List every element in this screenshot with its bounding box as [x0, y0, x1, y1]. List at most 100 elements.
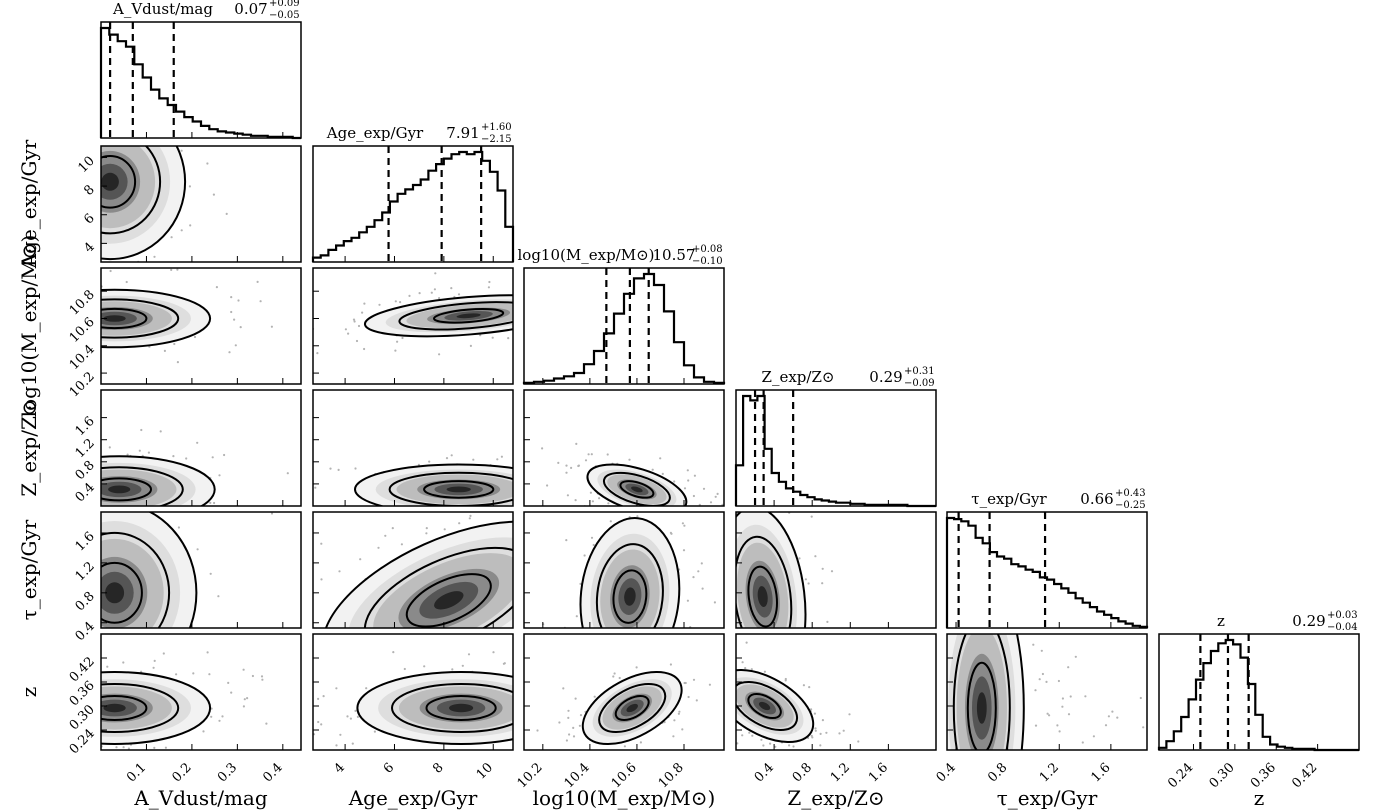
sample-point [356, 715, 359, 719]
sample-point [1046, 712, 1049, 715]
sample-point [230, 310, 233, 314]
sample-point [125, 280, 128, 284]
sample-point [396, 340, 399, 343]
x-tick-label: 0.4 [752, 760, 777, 785]
sample-point [239, 326, 242, 329]
sample-point [210, 715, 213, 718]
sample-point [731, 663, 733, 665]
sample-point [67, 529, 69, 531]
sample-point [653, 507, 655, 509]
sample-point [487, 286, 490, 289]
sample-point [521, 566, 523, 568]
sample-point [536, 729, 539, 732]
y-tick-label: 8 [81, 182, 97, 198]
sample-point [732, 685, 734, 687]
sample-point [593, 695, 596, 698]
y-tick-label: 1.2 [73, 559, 98, 584]
sample-point [469, 344, 472, 347]
y-tick-label: 1.6 [73, 414, 98, 439]
sample-point [42, 727, 44, 729]
sample-point [352, 318, 356, 321]
density-panel-age-mass [312, 267, 514, 385]
sample-point [140, 670, 143, 673]
hist-panel-mass: log10(M_exp/M⊙)10.57+0.08−0.10 [518, 244, 726, 385]
contour-99% [101, 561, 143, 624]
panel-median-av: 0.07 [234, 0, 267, 18]
sample-point [590, 761, 592, 763]
contour-86% [101, 683, 180, 733]
sample-point [821, 719, 825, 722]
sample-point [78, 96, 80, 98]
contour-99% [425, 695, 497, 721]
sample-point [1005, 776, 1007, 778]
y-tick-label: 1.2 [73, 436, 98, 461]
sample-point [425, 527, 428, 530]
sample-point [60, 135, 62, 137]
contour-86% [101, 298, 180, 339]
sample-point [106, 665, 109, 668]
contour-99% [405, 573, 492, 628]
panel-frame [523, 389, 725, 507]
sample-point [322, 778, 324, 780]
contour-39% [736, 668, 815, 744]
contour-99% [747, 692, 782, 720]
sample-point [686, 469, 689, 472]
sample-point [632, 508, 634, 510]
sample-point [354, 467, 357, 470]
sample-point [1040, 649, 1043, 652]
x-tick-label: 0.42 [1289, 760, 1320, 791]
sample-point [58, 434, 60, 436]
sample-point [170, 268, 173, 271]
sample-point [260, 675, 264, 678]
sample-point [270, 325, 273, 328]
sample-point [450, 454, 453, 457]
sample-point [108, 446, 111, 449]
sample-point [211, 456, 214, 459]
sample-point [59, 524, 61, 526]
sample-point [403, 667, 406, 671]
sample-point [731, 706, 733, 708]
sample-point [7, 589, 9, 591]
sample-point [1083, 775, 1085, 777]
sample-point [498, 509, 500, 511]
sample-point [90, 286, 92, 288]
sample-point [1107, 715, 1110, 718]
sample-point [683, 487, 687, 490]
hist-step-age [311, 150, 515, 262]
sample-point [256, 280, 259, 283]
sample-point [69, 314, 71, 316]
sample-point [1119, 751, 1121, 753]
sample-point [7, 453, 9, 455]
sample-point [55, 507, 57, 509]
sample-point [796, 631, 798, 633]
panel-minus-z: −0.04 [1327, 622, 1358, 633]
sample-point [578, 724, 582, 727]
sample-point [678, 508, 680, 510]
panel-median-z: 0.29 [1292, 612, 1325, 630]
sample-point [642, 761, 644, 763]
sample-point [94, 483, 96, 485]
sample-point [261, 678, 264, 681]
sample-point [378, 303, 381, 306]
sample-point [521, 552, 523, 554]
density-panel-mass-z_met [523, 389, 725, 510]
sample-point [218, 474, 221, 477]
sample-point [73, 467, 75, 469]
sample-point [401, 336, 404, 340]
sample-point [693, 474, 697, 477]
sample-point [651, 468, 654, 471]
contour-39% [581, 670, 683, 746]
sample-point [518, 534, 520, 536]
contour-86% [595, 543, 664, 628]
sample-point [172, 455, 175, 458]
sample-point [825, 731, 828, 734]
sample-point [246, 697, 249, 700]
sample-point [338, 570, 341, 573]
sample-point [45, 485, 47, 487]
sample-point [399, 301, 402, 304]
sample-point [1030, 763, 1032, 765]
sample-point [702, 487, 706, 490]
sample-point [20, 745, 22, 747]
y-tick-label: 0.30 [67, 702, 98, 733]
panel-frame [100, 145, 302, 263]
